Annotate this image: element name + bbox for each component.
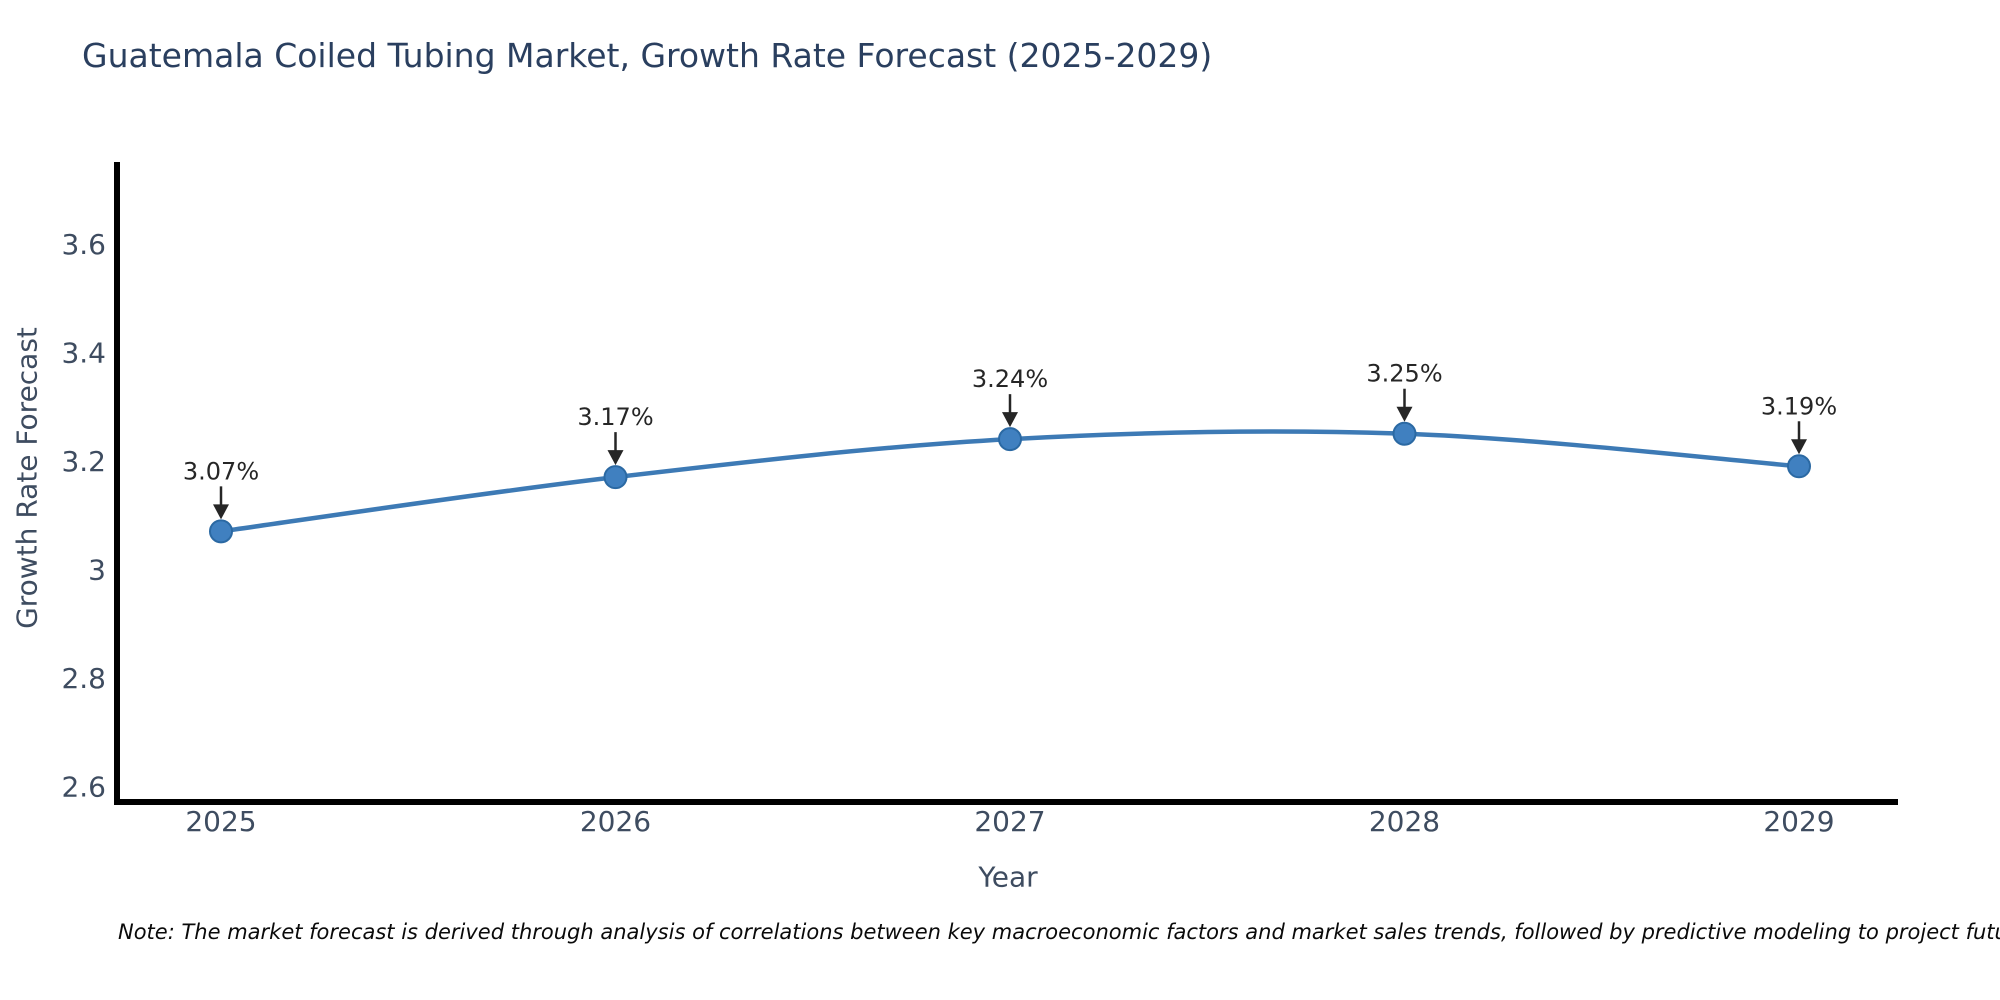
data-point-label: 3.24% [972, 365, 1048, 393]
y-axis-spine [114, 162, 120, 805]
data-point-marker [603, 465, 628, 490]
data-point-marker [1392, 421, 1417, 446]
x-tick-label: 2025 [185, 805, 256, 838]
x-tick-label: 2026 [580, 805, 651, 838]
data-point-label: 3.17% [577, 403, 653, 431]
data-point-label: 3.07% [183, 457, 259, 485]
x-axis-title: Year [978, 860, 1038, 894]
x-tick-label: 2027 [974, 805, 1045, 838]
annotation-arrow-head [607, 450, 624, 466]
y-tick-label: 2.8 [61, 662, 106, 695]
annotation-arrow-head [1002, 412, 1018, 428]
y-axis-title: Growth Rate Forecast [10, 327, 44, 629]
data-point-label: 3.19% [1761, 392, 1837, 420]
data-point-marker [209, 519, 233, 544]
y-tick-label: 3.2 [61, 445, 106, 478]
data-point-marker [1787, 454, 1811, 479]
x-tick-label: 2028 [1369, 805, 1440, 838]
annotation-arrow-head [1396, 406, 1413, 422]
data-point-label: 3.25% [1366, 360, 1442, 388]
y-tick-label: 3.4 [61, 336, 106, 369]
y-tick-label: 2.6 [61, 770, 106, 803]
annotation-arrow-head [213, 504, 229, 520]
annotation-arrow-head [1791, 439, 1807, 455]
data-point-marker [998, 427, 1022, 452]
x-axis-spine [114, 799, 1898, 805]
y-tick-label: 3.6 [61, 228, 106, 261]
footnote: Note: The market forecast is derived thr… [118, 920, 2000, 944]
y-tick-label: 3 [88, 553, 106, 586]
chart-title: Guatemala Coiled Tubing Market, Growth R… [82, 36, 1213, 75]
x-tick-label: 2029 [1763, 805, 1834, 838]
